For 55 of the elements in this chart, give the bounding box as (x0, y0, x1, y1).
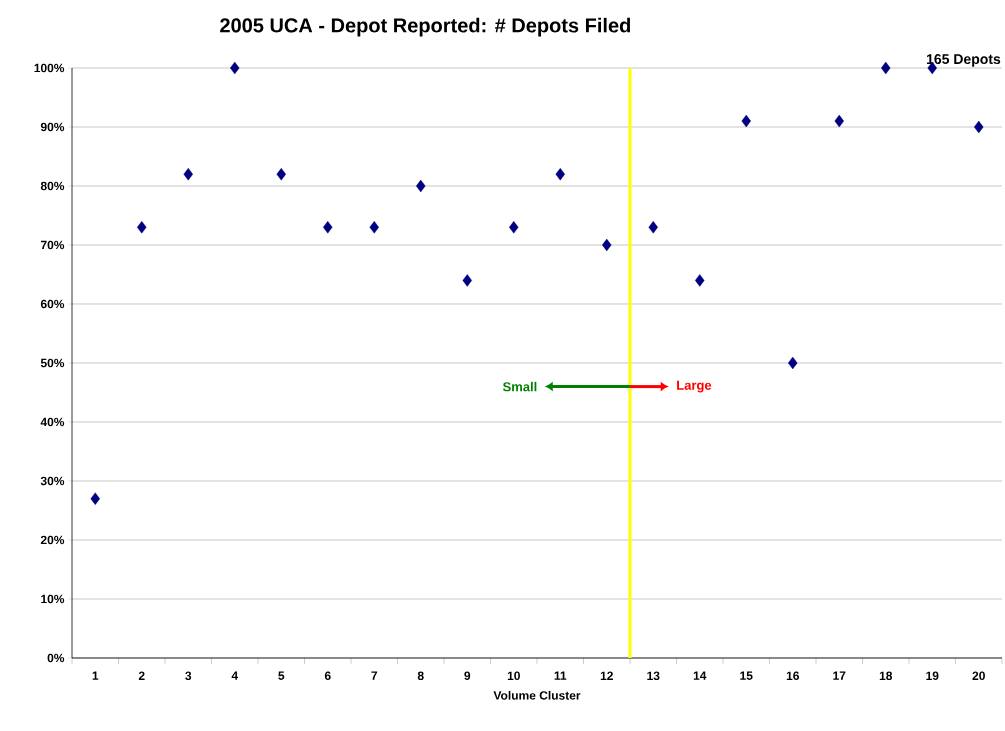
y-tick-label: 90% (40, 122, 65, 132)
point (416, 179, 426, 193)
x-tick-label: 10 (507, 671, 520, 681)
x-tick-label: 12 (600, 671, 613, 680)
point (881, 61, 891, 75)
point (369, 221, 379, 234)
y-tick-label: 100% (34, 63, 65, 73)
annotation: Small (502, 381, 537, 392)
point (230, 61, 240, 75)
x-tick-label: 9 (464, 671, 471, 681)
point (834, 114, 844, 128)
x-tick-label: 18 (879, 671, 893, 681)
point (90, 492, 100, 505)
point (276, 167, 286, 181)
point (462, 274, 472, 287)
y-tick-label: 0% (47, 653, 65, 663)
y-tick-label: 70% (40, 240, 65, 250)
x-tick-label: 7 (371, 671, 378, 680)
point (788, 356, 798, 370)
x-tick-label: 3 (185, 671, 192, 681)
x-tick-label: 11 (554, 671, 567, 680)
x-tick-label: 17 (833, 671, 846, 680)
x-axis-title: Volume Cluster (493, 690, 581, 700)
x-tick-label: 14 (693, 671, 707, 680)
x-tick-label: 2 (138, 671, 145, 680)
y-tick-label: 20% (40, 535, 65, 545)
point (323, 221, 333, 234)
x-tick-label: 15 (740, 671, 753, 680)
text: 165 Depots (926, 54, 1001, 67)
y-tick-label: 10% (41, 594, 65, 604)
x-tick-label: 4 (231, 671, 239, 680)
y-tick-label: 30% (40, 476, 65, 486)
point (137, 221, 147, 234)
point (509, 221, 519, 234)
y-tick-label: 60% (40, 299, 65, 309)
point (695, 274, 705, 287)
x-tick-label: 8 (417, 671, 424, 681)
y-tick-label: 40% (40, 417, 65, 427)
x-tick-label: 6 (324, 671, 331, 681)
x-tick-label: 13 (647, 671, 660, 681)
point (183, 167, 193, 181)
x-tick-label: 1 (92, 671, 99, 680)
point (741, 114, 751, 128)
x-tick-label: 16 (786, 671, 799, 681)
y-tick-label: 80% (40, 181, 65, 191)
x-tick-label: 5 (278, 671, 285, 680)
point (602, 238, 612, 252)
point (974, 120, 984, 134)
point (648, 221, 658, 234)
x-tick-label: 20 (972, 671, 985, 681)
annotation: Large (677, 380, 712, 393)
chart-title: 2005 UCA - Depot Reported: # Depots Filed (220, 17, 631, 37)
x-tick-label: 19 (926, 671, 939, 681)
y-tick-label: 50% (40, 358, 65, 368)
point (555, 167, 565, 181)
